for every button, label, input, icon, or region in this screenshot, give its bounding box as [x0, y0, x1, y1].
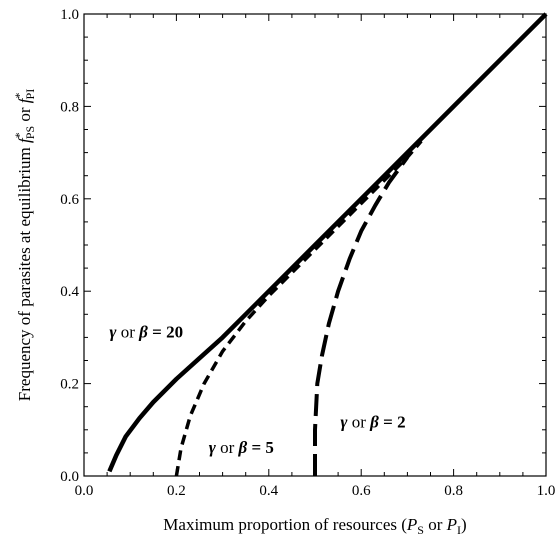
x-axis-label: Maximum proportion of resources (PS or P… [163, 515, 466, 537]
y-axis-label: Frequency of parasites at equilibrium f*… [12, 89, 37, 401]
x-tick-label: 0.2 [167, 483, 186, 499]
axis-ticks [83, 13, 547, 477]
y-tick-label: 0.0 [60, 469, 79, 485]
y-tick-label: 0.8 [60, 99, 79, 115]
x-tick-label: 1.0 [537, 483, 556, 499]
curve-annotation: γ or β = 20 [109, 322, 183, 341]
y-tick-label: 1.0 [60, 7, 79, 23]
x-tick-label: 0.6 [352, 483, 371, 499]
x-tick-label: 0.8 [444, 483, 463, 499]
x-tick-label: 0.0 [75, 483, 94, 499]
series-line-2 [313, 156, 410, 476]
y-tick-label: 0.6 [60, 192, 79, 208]
y-tick-label: 0.4 [60, 284, 79, 300]
x-tick-label: 0.4 [259, 483, 278, 499]
series-layer [107, 12, 548, 477]
x-tick-labels: 0.0 0.2 0.4 0.6 0.8 1.0 [75, 483, 556, 499]
curve-annotation: γ or β = 5 [209, 438, 274, 457]
series-line-20 [107, 12, 548, 473]
y-tick-label: 0.2 [60, 377, 79, 393]
series-line-5 [174, 139, 423, 477]
curve-annotation: γ or β = 2 [340, 412, 405, 431]
y-tick-labels: 0.0 0.2 0.4 0.6 0.8 1.0 [60, 7, 79, 485]
annotations: γ or β = 20 γ or β = 5 γ or β = 2 [109, 322, 405, 457]
